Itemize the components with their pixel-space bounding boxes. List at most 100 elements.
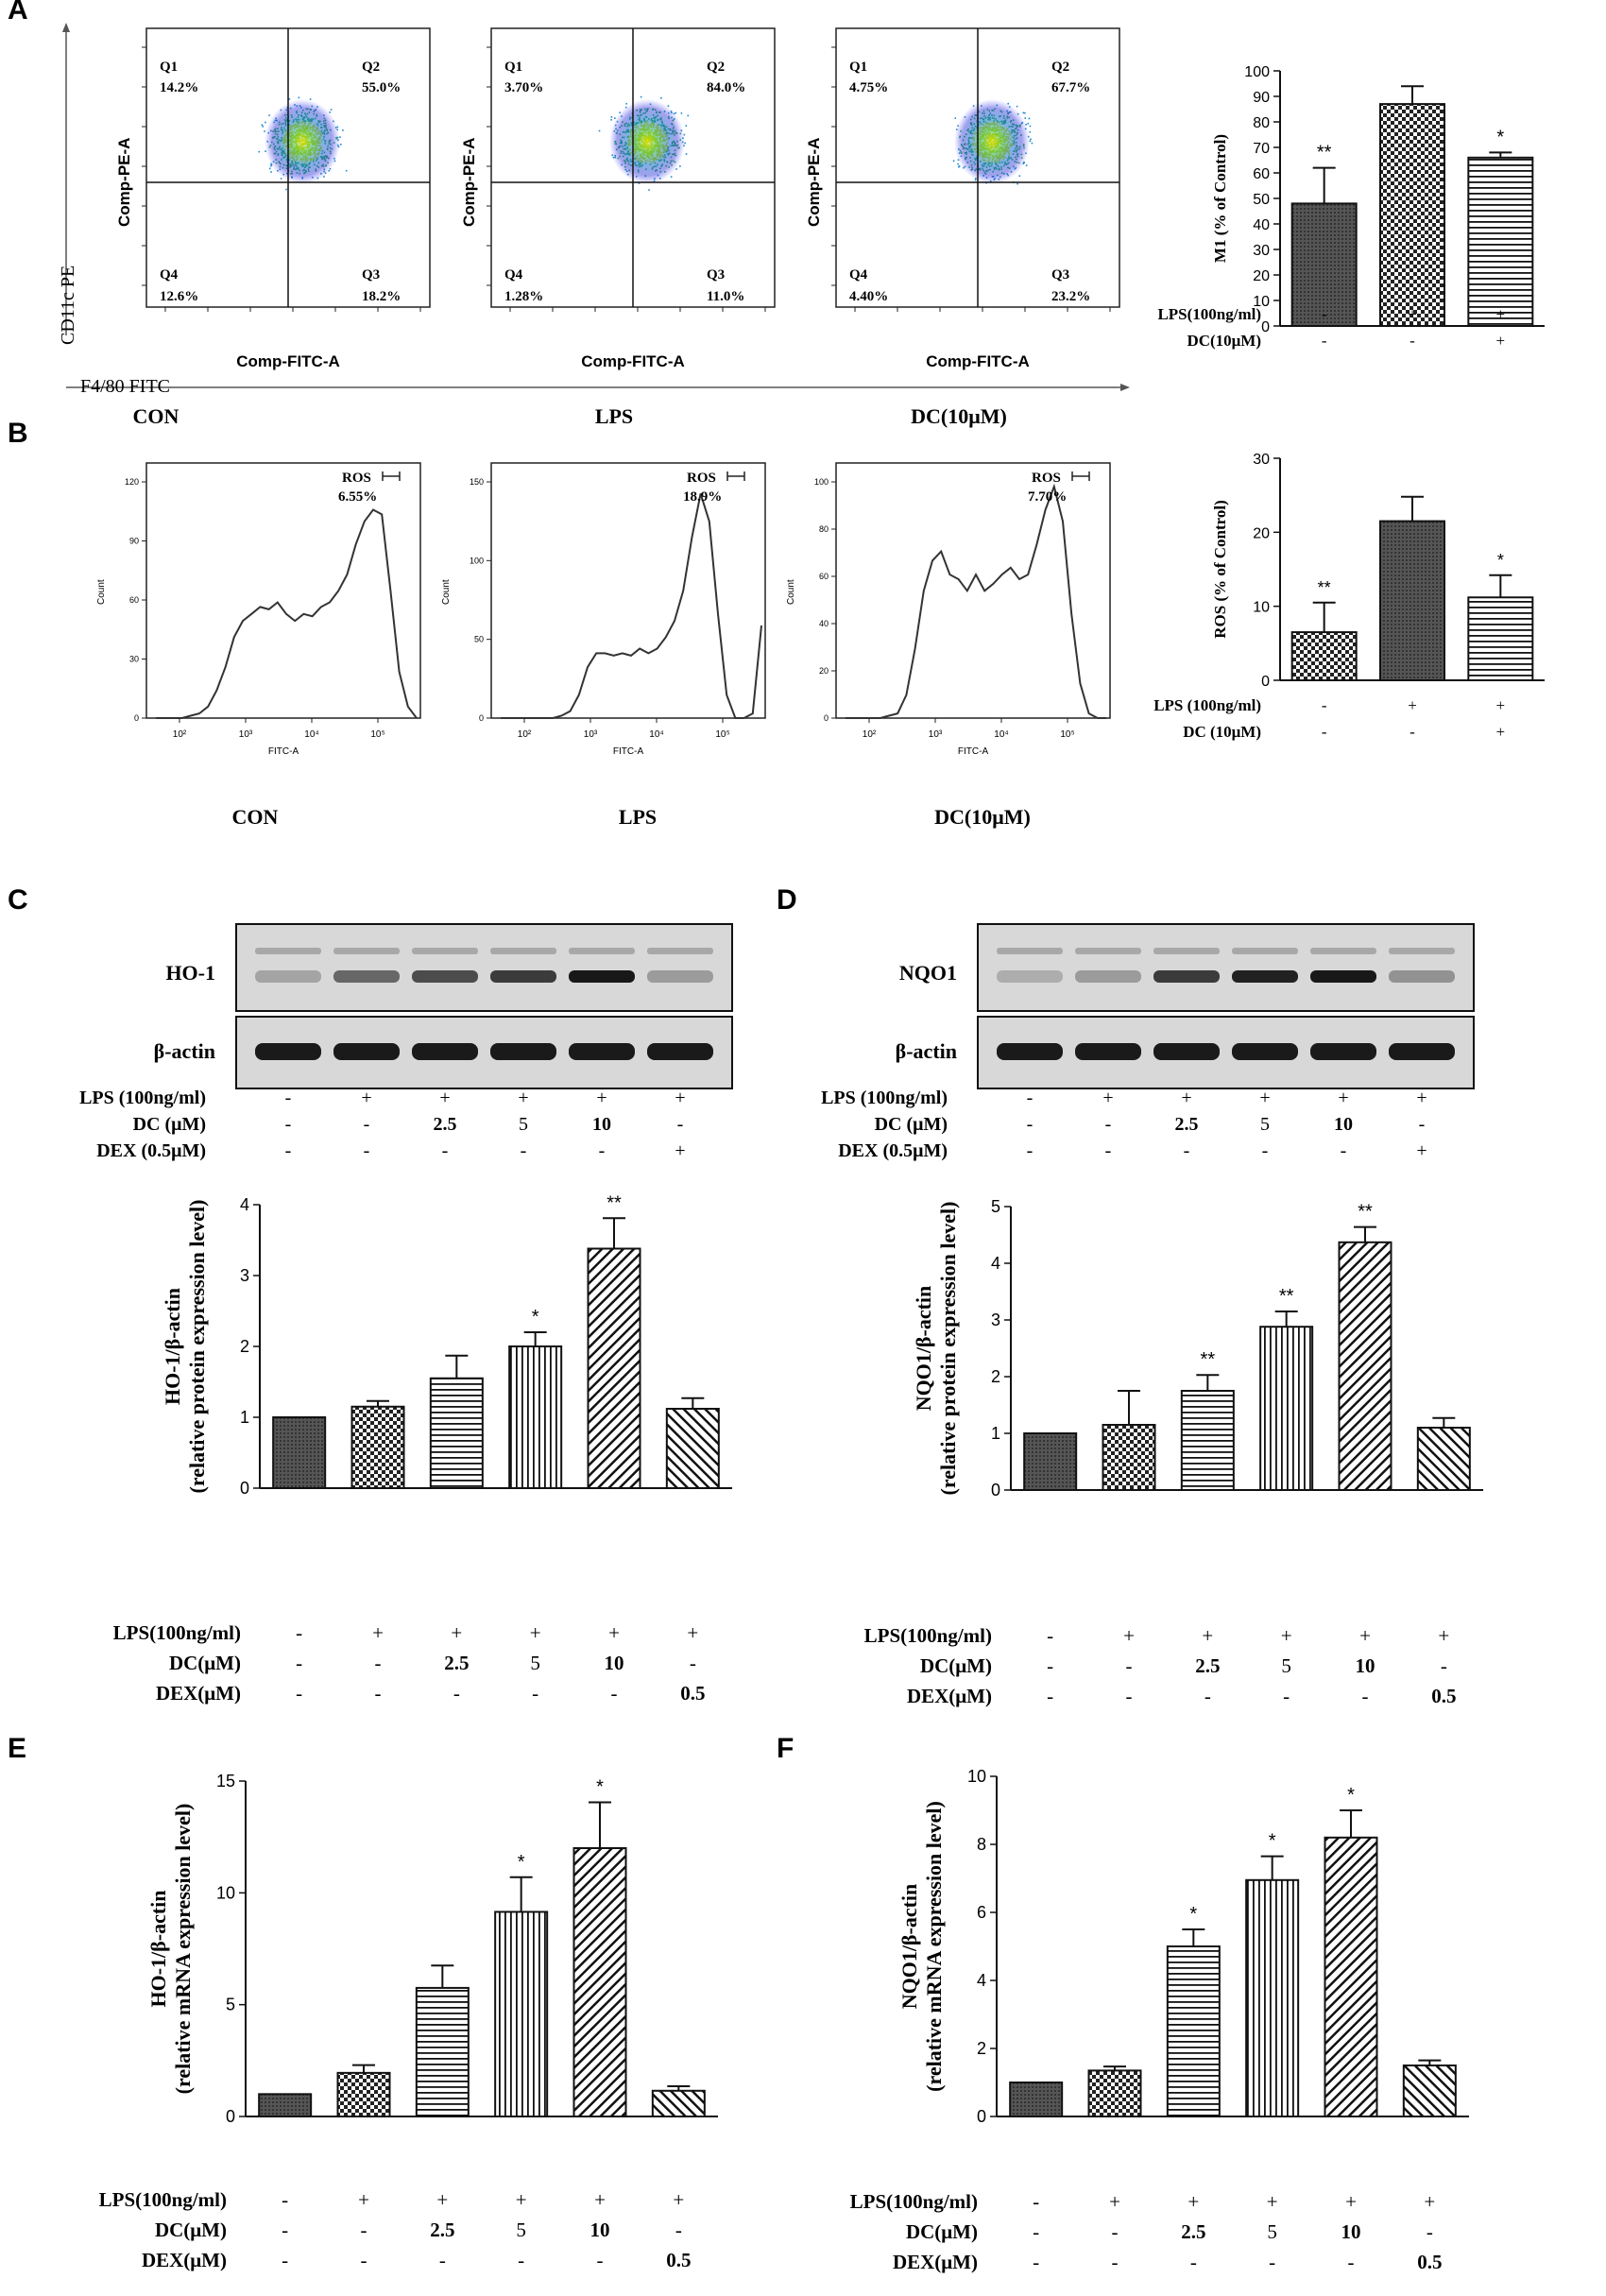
condition-value: + (1408, 696, 1417, 714)
actin-band (490, 1043, 556, 1060)
significance-marker: ** (1317, 143, 1332, 163)
nonspecific-band (1075, 948, 1141, 954)
condition-value: - (1362, 1685, 1369, 1707)
condition-value: - (1410, 723, 1415, 741)
target-band (255, 970, 321, 983)
condition-value: - (532, 1682, 538, 1705)
bar (1379, 103, 1445, 327)
blot-target-membrane (235, 923, 733, 1012)
histogram-ytick: 50 (474, 635, 484, 644)
y-tick-label: 0 (226, 2107, 235, 2126)
condition-row-label: DC(μM) (155, 2219, 227, 2241)
condition-value: - (1322, 332, 1327, 350)
gate-marker (1071, 471, 1090, 481)
condition-row-label: LPS(100ng/ml) (99, 2188, 227, 2211)
bar (1416, 1427, 1471, 1491)
condition-value: - (675, 2219, 682, 2241)
condition-value: - (1190, 2251, 1197, 2273)
bar-chart-f: 0 2 4 6 8 10 NQO1/β-actin (relative mRNA expres… (850, 1767, 1469, 2273)
y-tick-label: 10 (1253, 600, 1270, 616)
quadrant-q1-label: Q1 (160, 60, 178, 75)
condition-value: - (1283, 1685, 1290, 1707)
condition-value: 5 (1281, 1654, 1291, 1677)
condition-value: - (1033, 2190, 1039, 2213)
condition-value: - (439, 2249, 446, 2271)
bar (494, 1910, 549, 2117)
y-tick-label: 4 (240, 1195, 249, 1214)
quadrant-q1-value: 3.70% (504, 80, 543, 95)
condition-value: - (1047, 1654, 1053, 1677)
actin-band (333, 1043, 400, 1060)
quadrant-q3-label: Q3 (1051, 267, 1069, 283)
condition-value: - (375, 1652, 382, 1674)
quadrant-q3-value: 18.2% (362, 289, 401, 304)
bar (429, 1377, 484, 1489)
gate-value: 6.55% (338, 489, 377, 505)
quadrant-q4-label: Q4 (849, 267, 868, 283)
actin-band (412, 1043, 478, 1060)
panel-label-b: B (8, 418, 28, 449)
condition-row-label: DC(10μM) (1187, 332, 1261, 350)
condition-value: - (1204, 1685, 1211, 1707)
condition-value: 2.5 (1181, 2220, 1205, 2243)
quadrant-q2-label: Q2 (1051, 60, 1069, 75)
blot-condition-value: 2.5 (434, 1114, 457, 1135)
bar (1290, 202, 1358, 327)
condition-row-label: LPS(100ng/ml) (1157, 305, 1261, 323)
histogram-ytick: 0 (479, 713, 484, 723)
condition-value: + (1424, 2190, 1435, 2213)
condition-row-label: DEX(μM) (142, 2249, 227, 2271)
blot-condition-value: - (1027, 1114, 1034, 1135)
bar (1402, 2065, 1457, 2117)
blot-condition-value: + (361, 1088, 371, 1108)
histogram-ytick: 100 (470, 556, 484, 565)
flow-group-label: LPS (595, 404, 633, 428)
bar (1259, 1326, 1314, 1491)
condition-value: + (1496, 723, 1506, 741)
ros-histogram: ROS 6.55% 0 30 60 90 120 10² 10³ 10⁴ 10⁵ FITC-A Coun… (96, 462, 421, 829)
bar (1379, 520, 1445, 681)
bar (1245, 1878, 1300, 2118)
blot-condition-label: LPS (100ng/ml) (821, 1088, 948, 1108)
blot-condition-value: - (1184, 1140, 1190, 1161)
y-tick-label: 10 (1253, 294, 1270, 310)
condition-value: - (1427, 2220, 1433, 2243)
nonspecific-band (333, 948, 400, 954)
bar (1467, 596, 1534, 681)
histogram-xtick: 10⁵ (715, 729, 729, 740)
bar (1338, 1241, 1392, 1492)
significance-marker: * (1496, 127, 1504, 147)
condition-value: + (1496, 696, 1506, 714)
condition-value: - (296, 1621, 302, 1644)
quadrant-q3-label: Q3 (362, 267, 380, 283)
quadrant-q2-label: Q2 (362, 60, 380, 75)
histogram-y-label: Count (441, 579, 452, 605)
histogram-xtick: 10³ (929, 729, 943, 740)
bar (415, 1986, 470, 2118)
histogram-ytick: 30 (129, 655, 139, 664)
actin-band (1153, 1043, 1220, 1060)
condition-row-label: LPS(100ng/ml) (850, 2190, 978, 2213)
quadrant-q2-value: 55.0% (362, 80, 401, 95)
gate-label: ROS (687, 471, 716, 486)
histogram-trace (501, 493, 762, 719)
y-tick-label: 1 (991, 1424, 1000, 1443)
condition-value: - (1112, 2251, 1119, 2273)
condition-value: 2.5 (1195, 1654, 1220, 1677)
target-band (1153, 970, 1220, 983)
condition-value: - (1410, 332, 1415, 350)
blot-condition-value: + (1416, 1088, 1427, 1108)
condition-value: + (1109, 2190, 1120, 2213)
y-axis-label: M1 (% of Control) (1211, 134, 1229, 263)
significance-marker: * (518, 1852, 525, 1873)
flow-scatter-cloud (598, 95, 690, 191)
condition-value: 10 (1356, 1654, 1375, 1677)
condition-value: - (1126, 1654, 1133, 1677)
bar (1009, 2082, 1064, 2117)
significance-marker: * (1189, 1904, 1197, 1925)
condition-value: - (1047, 1624, 1053, 1647)
bar (1290, 631, 1358, 681)
blot-condition-value: - (364, 1114, 370, 1135)
y-tick-label: 5 (226, 1996, 235, 2014)
y-tick-label: 15 (216, 1772, 235, 1791)
